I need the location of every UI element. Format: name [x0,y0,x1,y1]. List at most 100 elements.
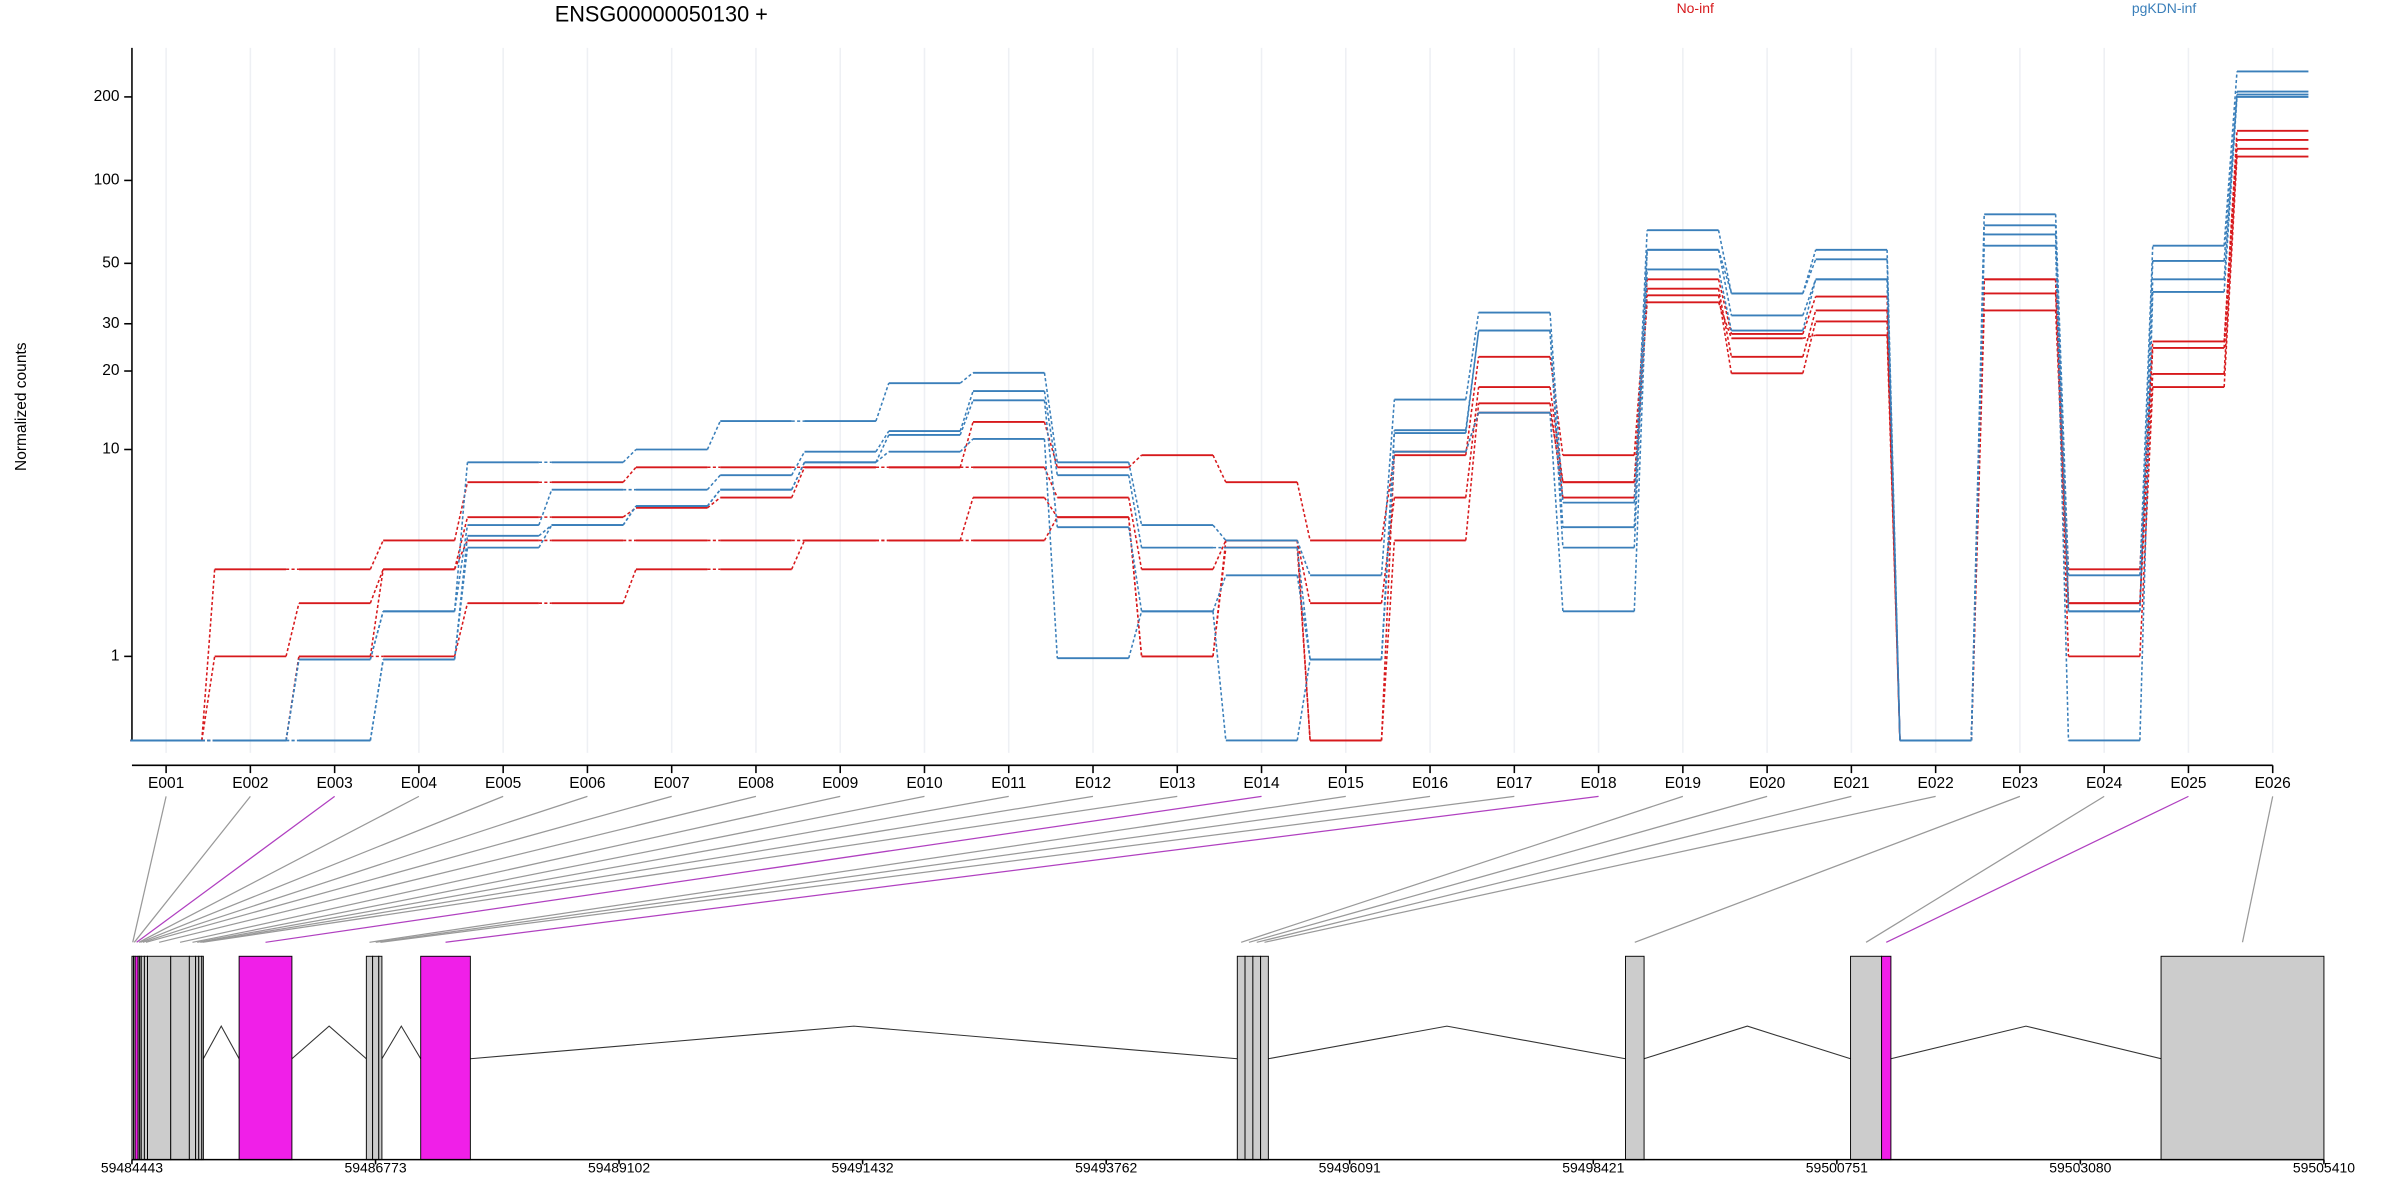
x-tick-label: E018 [1580,775,1616,792]
exon-link [1264,795,1936,943]
connector [2054,279,2070,657]
connector [1043,372,1059,463]
y-tick-label: 50 [102,254,120,271]
connector [1296,482,1311,541]
exon [1236,955,1246,1161]
connector [622,505,637,526]
connector [453,524,469,612]
connector [453,516,469,570]
connector [1802,296,1817,335]
exon [143,955,148,1161]
exon [1881,955,1892,1161]
connector [706,420,721,450]
connector [706,496,721,509]
connector [1549,312,1564,503]
connector [1802,310,1817,358]
connector [1802,334,1816,340]
exon-link [380,795,1515,943]
connector [201,569,216,741]
connector [1633,269,1648,612]
exon [238,955,293,1161]
exon-link [138,795,420,943]
x-tick-label: E026 [2255,775,2291,792]
connector [2139,245,2154,576]
exon [140,955,145,1161]
connector [959,372,974,384]
x-tick-label: E001 [148,775,184,792]
connector [285,659,300,741]
intron [1268,1025,1626,1060]
connector [1464,403,1480,541]
connector [1212,454,1227,483]
x-tick-label: E021 [1833,775,1869,792]
connector [1043,390,1059,476]
connector [875,382,890,422]
connector [2054,225,2070,612]
connector [285,603,300,657]
y-tick-label: 200 [94,88,120,105]
connector [790,461,806,490]
exon-link [1634,795,2021,943]
exon [2160,955,2325,1161]
intron [470,1025,1238,1060]
connector [201,656,216,741]
exon-link [140,795,504,943]
connector [622,568,637,604]
exon [1850,955,1883,1161]
connector [1465,412,1480,452]
exon [1625,955,1645,1161]
exon [1260,955,1269,1161]
exon [201,955,204,1161]
connector [790,540,806,570]
x-tick-label: E024 [2086,775,2123,792]
connector [1296,575,1311,660]
connector [1970,245,1985,741]
connector [2139,373,2154,604]
connector [959,400,974,436]
intron [381,1025,422,1060]
genomic-tick-label: 59486773 [344,1160,406,1176]
y-tick-label: 20 [102,362,120,379]
connector [2223,139,2238,348]
exon-link [1256,795,1852,943]
exon-link [136,795,336,943]
connector [1802,279,1817,331]
connector [453,547,469,660]
connector [2054,234,2070,612]
x-tick-label: E008 [738,775,774,792]
connector [1717,288,1733,358]
x-tick-label: E015 [1328,775,1364,792]
connector [1802,279,1817,316]
connector [1128,454,1143,468]
connector [538,524,553,537]
connector [1886,279,1901,741]
x-tick-label: E007 [654,775,690,792]
connector [1043,497,1058,518]
connector [1464,330,1480,431]
connector [369,540,384,570]
legend-label: No-inf [1677,0,1714,16]
exon-link [133,795,251,943]
x-tick-label: E012 [1075,775,1111,792]
connector [1043,400,1059,528]
y-tick-label: 10 [102,441,120,458]
connector [369,568,384,604]
x-tick-label: E014 [1243,775,1280,792]
connector [875,434,890,463]
legend-label: pgKDN-inf [2132,0,2197,16]
x-tick-label: E017 [1496,775,1532,792]
connector [369,659,384,741]
connector [1127,611,1143,659]
connector [1886,259,1901,741]
connector [1380,451,1396,741]
connector [2139,291,2154,741]
exon-link [1865,795,2105,943]
exon-link [202,795,1178,943]
genomic-tick-label: 59505410 [2293,1160,2355,1176]
connector [1802,259,1817,294]
connector [959,438,974,453]
exon-link [1248,795,1768,943]
connector [1465,356,1480,456]
connector [1465,312,1480,400]
